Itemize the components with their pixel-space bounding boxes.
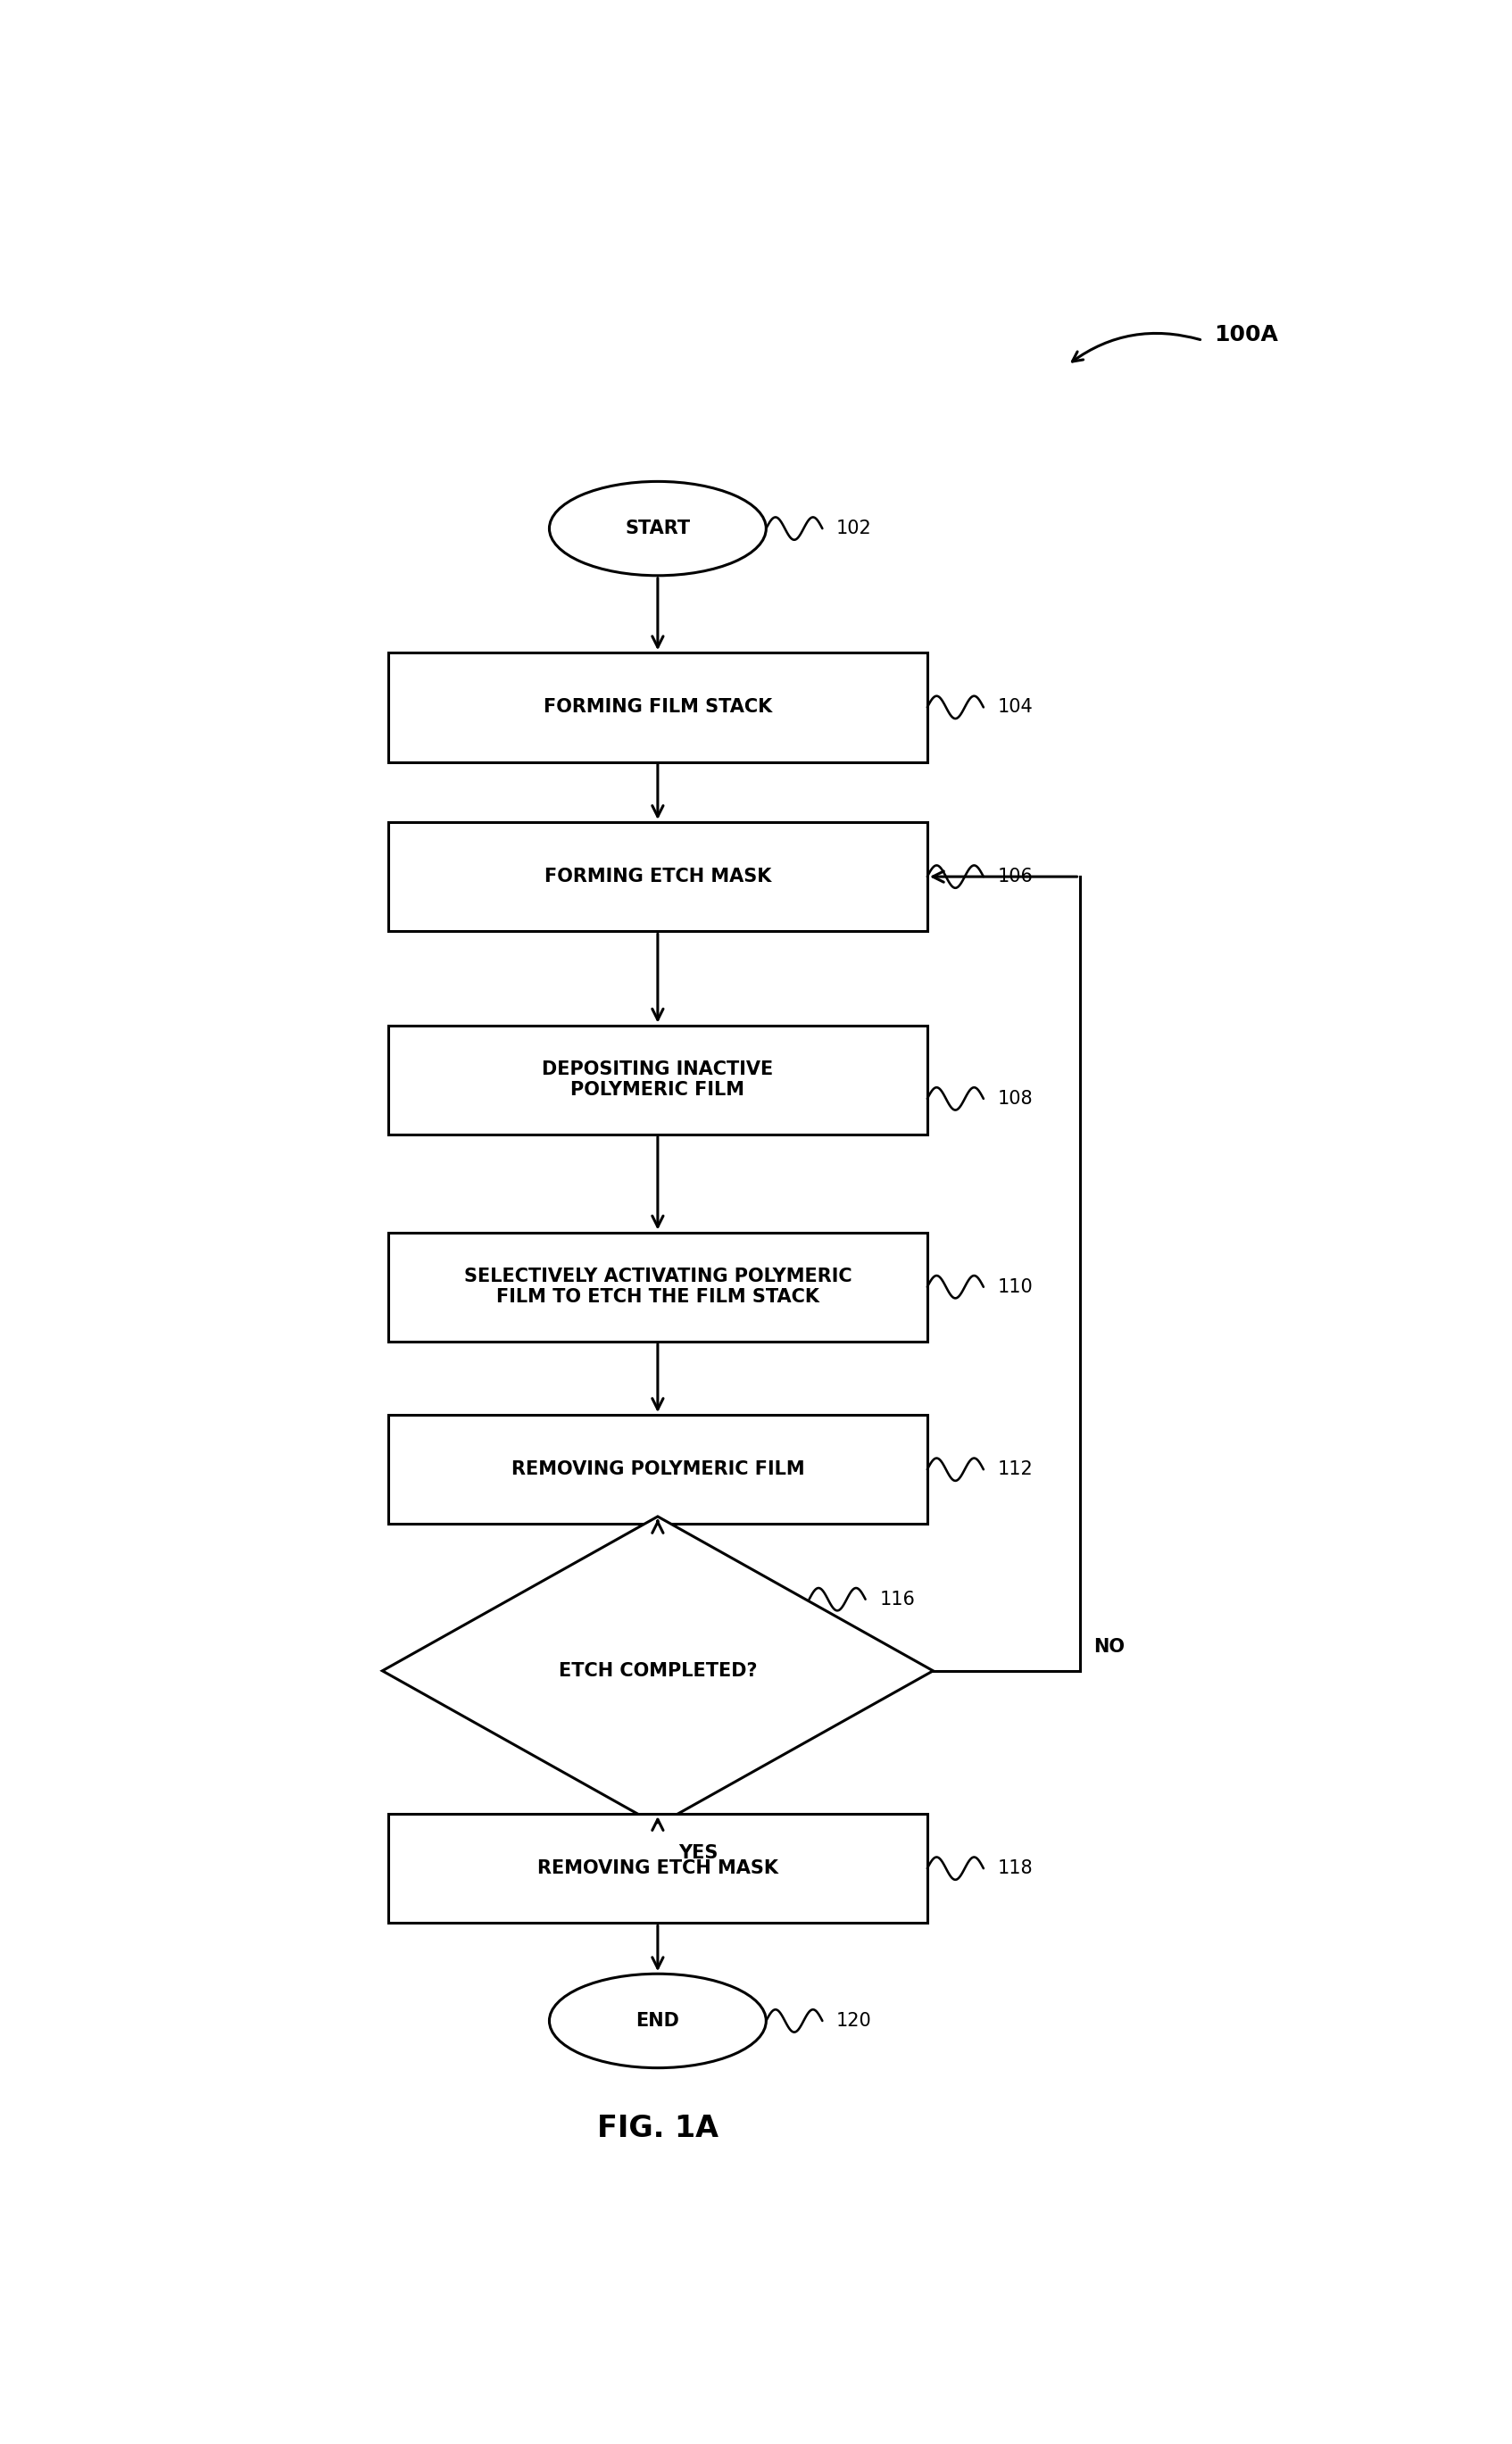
- Text: ETCH COMPLETED?: ETCH COMPLETED?: [558, 1662, 758, 1679]
- Text: FORMING FILM STACK: FORMING FILM STACK: [543, 699, 773, 716]
- Ellipse shape: [549, 481, 767, 574]
- Text: 100A: 100A: [1214, 325, 1279, 345]
- Bar: [389, 1026, 927, 1134]
- Bar: [389, 1813, 927, 1923]
- Text: DEPOSITING INACTIVE
POLYMERIC FILM: DEPOSITING INACTIVE POLYMERIC FILM: [541, 1061, 774, 1100]
- Text: 106: 106: [998, 868, 1033, 885]
- Text: 116: 116: [880, 1591, 915, 1608]
- Text: 104: 104: [998, 699, 1033, 716]
- Text: 108: 108: [998, 1090, 1033, 1107]
- Text: SELECTIVELY ACTIVATING POLYMERIC
FILM TO ETCH THE FILM STACK: SELECTIVELY ACTIVATING POLYMERIC FILM TO…: [464, 1268, 851, 1305]
- Text: 112: 112: [998, 1462, 1033, 1479]
- Bar: [389, 1415, 927, 1525]
- Text: NO: NO: [1093, 1637, 1125, 1655]
- Text: REMOVING ETCH MASK: REMOVING ETCH MASK: [537, 1860, 779, 1877]
- Ellipse shape: [549, 1975, 767, 2068]
- Text: 118: 118: [998, 1860, 1033, 1877]
- Text: START: START: [624, 521, 691, 538]
- Text: 120: 120: [836, 2011, 872, 2031]
- Text: 110: 110: [998, 1278, 1033, 1295]
- Bar: [389, 821, 927, 931]
- Polygon shape: [383, 1515, 933, 1826]
- Text: 102: 102: [836, 521, 872, 538]
- Bar: [389, 1232, 927, 1342]
- Text: FIG. 1A: FIG. 1A: [597, 2114, 718, 2143]
- Text: REMOVING POLYMERIC FILM: REMOVING POLYMERIC FILM: [511, 1462, 804, 1479]
- Text: YES: YES: [679, 1843, 718, 1862]
- Text: END: END: [637, 2011, 679, 2031]
- Text: FORMING ETCH MASK: FORMING ETCH MASK: [544, 868, 771, 885]
- Bar: [389, 653, 927, 763]
